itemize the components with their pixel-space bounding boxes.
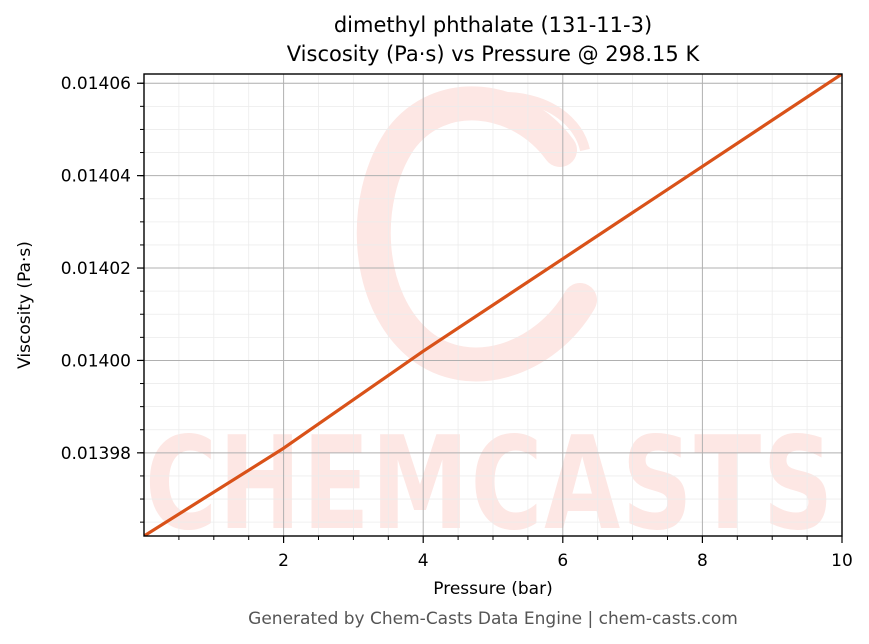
x-tick-label: 6 (557, 551, 568, 571)
footer-credit: Generated by Chem-Casts Data Engine | ch… (248, 609, 738, 629)
watermark-text: CHEMCASTS (145, 410, 835, 559)
x-tick-label: 10 (831, 551, 853, 571)
y-tick-label: 0.01404 (61, 167, 131, 187)
x-tick-label: 2 (278, 551, 289, 571)
x-tick-label: 4 (418, 551, 429, 571)
y-tick-label: 0.01398 (61, 444, 131, 464)
x-tick-label: 8 (697, 551, 708, 571)
y-tick-label: 0.01406 (61, 74, 131, 94)
x-axis-ticks: 2 4 6 8 10 (178, 536, 853, 571)
watermark-logo-icon (356, 86, 597, 382)
chart-title: dimethyl phthalate (131-11-3) (334, 13, 652, 37)
y-axis-label: Viscosity (Pa·s) (15, 241, 35, 369)
y-axis-ticks: 0.01398 0.01400 0.01402 0.01404 0.01406 (61, 74, 144, 523)
y-tick-label: 0.01400 (61, 351, 131, 371)
chart-subtitle: Viscosity (Pa·s) vs Pressure @ 298.15 K (287, 42, 701, 66)
series-line (144, 74, 842, 536)
y-tick-label: 0.01402 (61, 259, 131, 279)
x-axis-label: Pressure (bar) (433, 579, 552, 599)
